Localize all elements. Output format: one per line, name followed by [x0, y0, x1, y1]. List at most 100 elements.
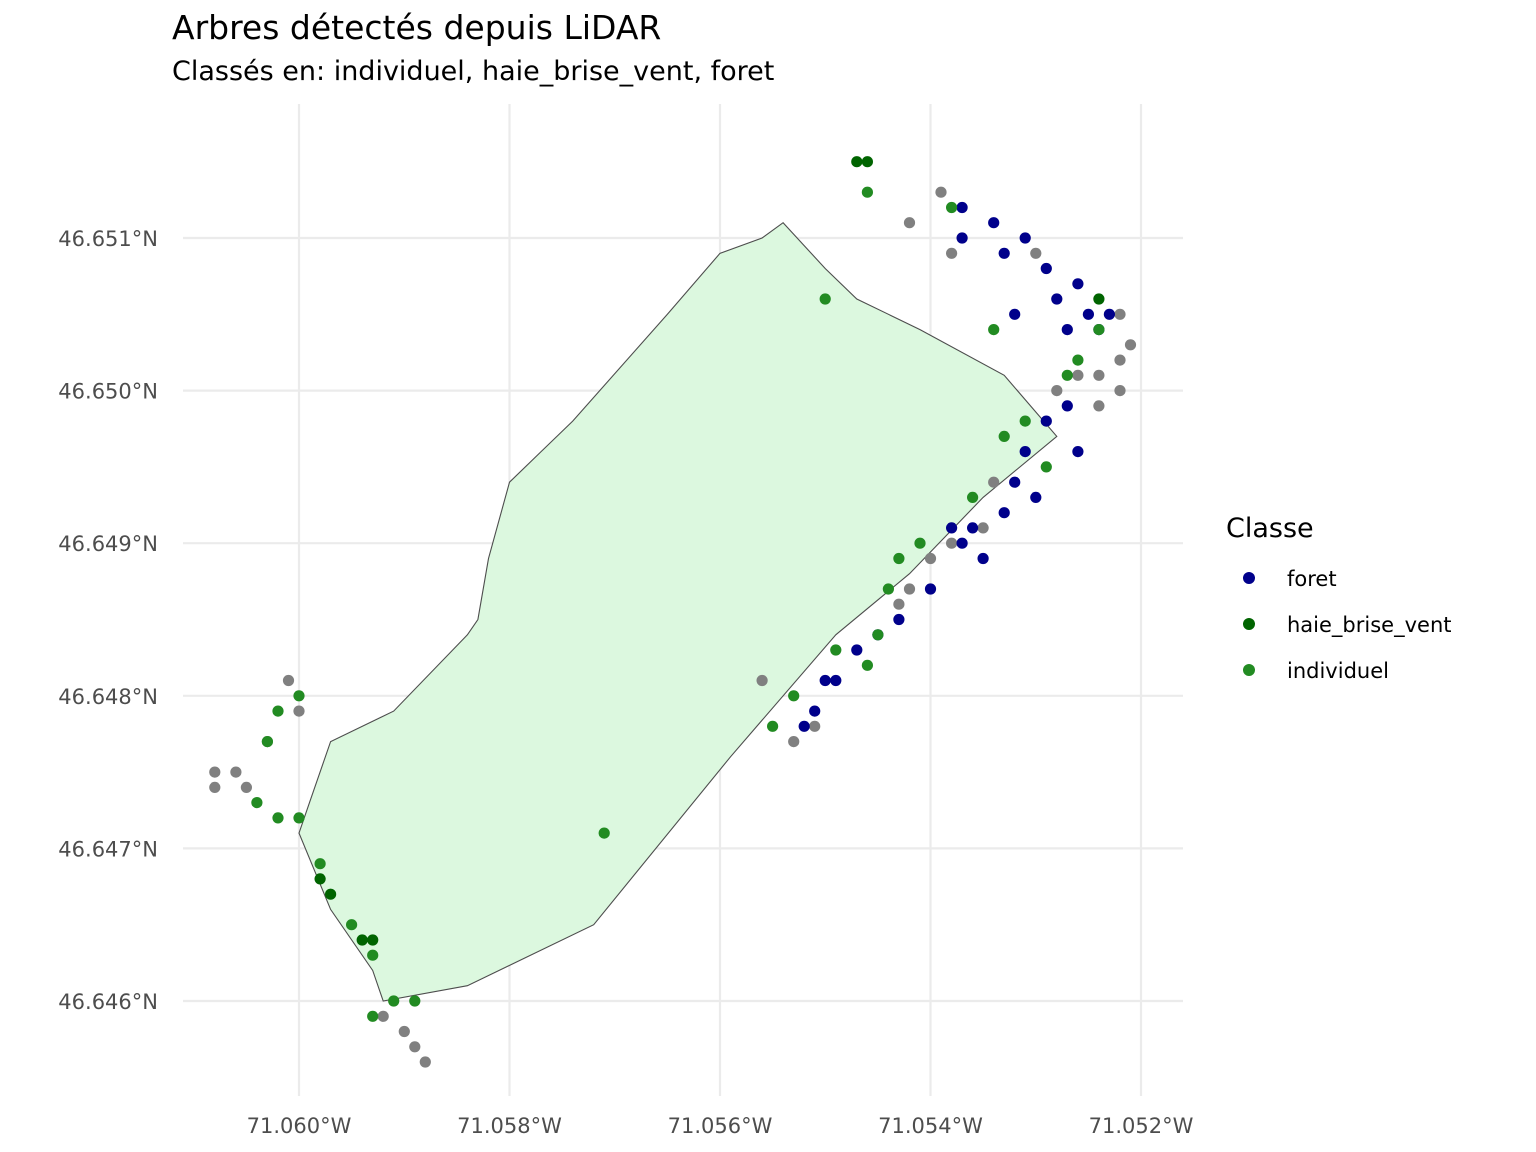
- y-tick-label: 46.648°N: [58, 685, 158, 709]
- tree-point-foret: [924, 583, 937, 595]
- tree-point-individuel: [409, 995, 421, 1007]
- tree-point-individuel: [1019, 415, 1031, 427]
- tree-points-layer: [209, 156, 1137, 1068]
- tree-point-foret: [1019, 446, 1031, 458]
- tree-point-individuel: [861, 659, 874, 671]
- tree-point-foret: [998, 247, 1010, 259]
- x-tick-label: 71.052°W: [1089, 1114, 1194, 1138]
- tree-point-individuel: [261, 736, 273, 748]
- tree-point-unclassified: [809, 720, 821, 732]
- tree-point-individuel: [914, 537, 926, 549]
- tree-point-foret: [977, 552, 989, 565]
- x-tick-label: 71.060°W: [247, 1114, 352, 1138]
- legend-title: Classe: [1226, 513, 1314, 544]
- tree-point-haie-brise-vent: [851, 156, 863, 168]
- tree-point-foret: [988, 217, 1000, 229]
- tree-point-individuel: [967, 491, 979, 503]
- tree-point-individuel: [272, 705, 284, 717]
- tree-point-foret: [946, 522, 958, 534]
- y-tick-label: 46.651°N: [58, 227, 158, 251]
- tree-point-foret: [1019, 232, 1031, 244]
- tree-point-haie-brise-vent: [367, 934, 379, 946]
- tree-point-foret: [967, 522, 979, 534]
- tree-point-haie-brise-vent: [356, 934, 368, 946]
- tree-point-foret: [1072, 278, 1084, 290]
- tree-point-foret: [956, 232, 968, 244]
- tree-point-individuel: [946, 201, 958, 214]
- tree-point-individuel: [314, 858, 326, 870]
- tree-point-foret: [1009, 308, 1021, 320]
- parcel-polygon: [298, 221, 1058, 1002]
- chart-title: Arbres détectés depuis LiDAR: [172, 8, 662, 47]
- tree-point-individuel: [293, 812, 305, 824]
- legend-label-individuel: individuel: [1287, 659, 1389, 683]
- legend-key-foret: [1243, 572, 1255, 584]
- tree-point-individuel: [988, 324, 1000, 336]
- tree-point-individuel: [767, 720, 779, 732]
- tree-point-individuel: [272, 812, 284, 824]
- tree-point-unclassified: [240, 781, 252, 794]
- tree-point-unclassified: [935, 186, 947, 198]
- tree-point-unclassified: [282, 674, 295, 687]
- tree-point-individuel: [788, 690, 800, 702]
- tree-point-foret: [809, 705, 821, 717]
- tree-point-unclassified: [209, 766, 221, 778]
- tree-point-individuel: [819, 293, 831, 305]
- tree-point-individuel: [251, 797, 263, 809]
- tree-point-unclassified: [209, 781, 221, 794]
- tree-point-unclassified: [409, 1041, 421, 1053]
- tree-point-unclassified: [1051, 385, 1063, 397]
- tree-point-foret: [956, 201, 968, 214]
- tree-point-foret: [1072, 446, 1084, 458]
- tree-point-foret: [1061, 400, 1073, 412]
- tree-point-unclassified: [398, 1025, 410, 1038]
- x-tick-label: 71.058°W: [457, 1114, 562, 1138]
- tree-point-individuel: [367, 1010, 379, 1022]
- tree-point-individuel: [1072, 354, 1084, 366]
- tree-point-haie-brise-vent: [314, 873, 326, 885]
- tree-point-foret: [1030, 491, 1042, 503]
- tree-point-unclassified: [419, 1056, 431, 1068]
- tree-point-individuel: [1061, 369, 1073, 381]
- tree-point-foret: [819, 674, 831, 687]
- tree-point-unclassified: [1093, 400, 1105, 412]
- tree-point-unclassified: [1072, 369, 1084, 381]
- x-tick-label: 71.056°W: [668, 1114, 773, 1138]
- tree-point-unclassified: [946, 247, 958, 259]
- tree-point-foret: [1040, 262, 1052, 275]
- legend: Classe foret haie_brise_vent individuel: [1226, 513, 1451, 683]
- tree-point-unclassified: [924, 552, 937, 565]
- tree-point-unclassified: [293, 705, 305, 717]
- legend-key-individuel: [1243, 664, 1255, 676]
- legend-label-haie-brise-vent: haie_brise_vent: [1287, 613, 1451, 638]
- tree-point-unclassified: [377, 1010, 389, 1022]
- y-tick-label: 46.650°N: [58, 380, 158, 404]
- tree-point-individuel: [367, 949, 379, 961]
- tree-point-foret: [1103, 308, 1115, 320]
- tree-point-unclassified: [230, 766, 242, 778]
- tree-point-foret: [893, 613, 905, 626]
- tree-point-individuel: [388, 995, 400, 1007]
- tree-point-individuel: [1040, 461, 1052, 473]
- tree-point-foret: [851, 644, 863, 656]
- tree-point-foret: [1082, 308, 1094, 320]
- tree-point-unclassified: [988, 476, 1000, 488]
- tree-point-unclassified: [1093, 369, 1105, 381]
- tree-point-haie-brise-vent: [325, 888, 337, 900]
- tree-point-individuel: [861, 186, 874, 198]
- tree-point-unclassified: [903, 217, 916, 229]
- tree-point-individuel: [598, 827, 610, 839]
- legend-label-foret: foret: [1287, 567, 1337, 591]
- tree-point-unclassified: [756, 674, 768, 687]
- y-tick-label: 46.646°N: [58, 990, 158, 1014]
- tree-point-unclassified: [1114, 308, 1126, 320]
- tree-point-individuel: [893, 552, 905, 565]
- tree-point-individuel: [1093, 324, 1105, 336]
- parcel-polygon-layer: [298, 221, 1058, 1002]
- tree-point-unclassified: [893, 598, 905, 610]
- tree-point-haie-brise-vent: [1093, 293, 1105, 305]
- tree-point-foret: [1040, 415, 1052, 427]
- tree-point-foret: [1061, 324, 1073, 336]
- tree-point-individuel: [830, 644, 842, 656]
